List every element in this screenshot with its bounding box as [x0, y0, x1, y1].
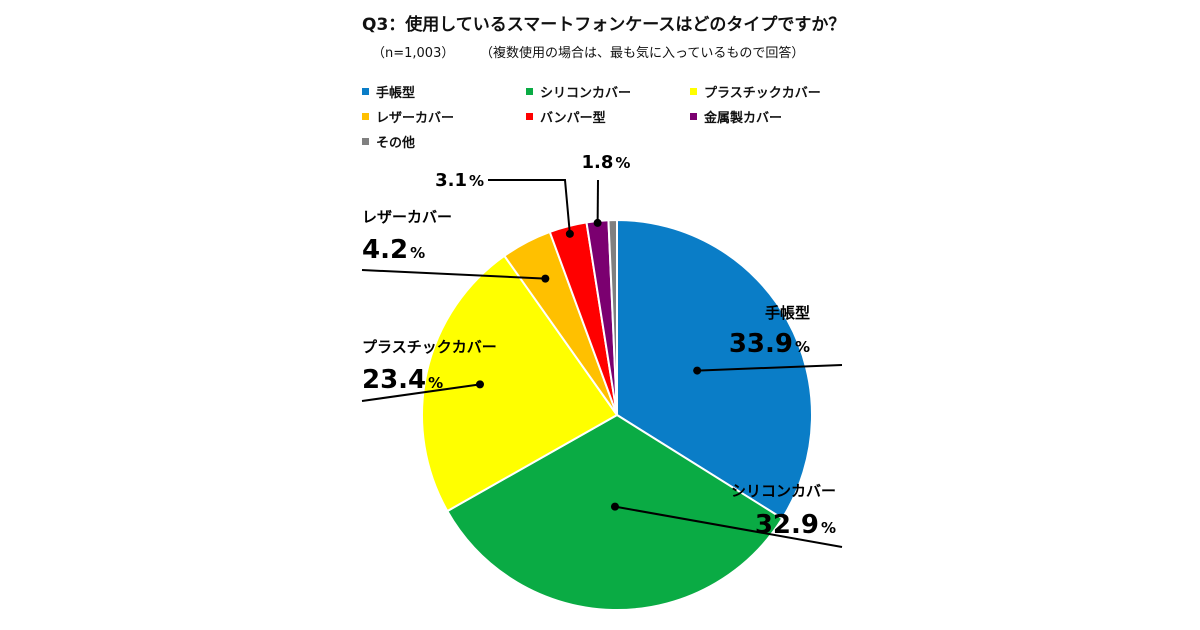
- data-label-name: 手帳型: [765, 304, 810, 322]
- legend-swatch: [526, 113, 533, 120]
- data-label-unit: %: [428, 374, 443, 392]
- data-label-unit: %: [821, 519, 836, 537]
- legend-swatch: [362, 113, 369, 120]
- leader-line-5: [488, 179, 571, 234]
- chart-title: Q3：使用しているスマートフォンケースはどのタイプですか？: [362, 15, 846, 35]
- legend-swatch: [362, 88, 369, 95]
- data-label-name: シリコンカバー: [731, 482, 836, 500]
- leader-line-1: [697, 364, 843, 372]
- legend-item: 金属製カバー: [690, 107, 782, 126]
- leader-dot-2: [610, 502, 619, 511]
- legend-item: シリコンカバー: [526, 82, 631, 101]
- leader-dot-1: [693, 366, 702, 375]
- legend-swatch: [690, 88, 697, 95]
- answer-note: （複数使用の場合は、最も気に入っているもので回答）: [480, 46, 805, 61]
- pie-slice-3: [421, 254, 619, 513]
- legend-label: プラスチックカバー: [704, 86, 821, 101]
- legend-swatch: [526, 88, 533, 95]
- data-label-unit: %: [410, 244, 425, 262]
- legend-item: プラスチックカバー: [690, 82, 821, 101]
- data-label-value: 4.2%: [362, 235, 425, 265]
- data-label-unit: %: [795, 338, 810, 356]
- data-label-unit: %: [469, 172, 484, 190]
- data-label-value: 32.9%: [755, 510, 836, 540]
- legend-label: バンパー型: [540, 111, 606, 126]
- data-label-value: 33.9%: [729, 329, 810, 359]
- data-label-name: レザーカバー: [362, 208, 452, 226]
- data-label-value: 3.1%: [435, 170, 484, 191]
- legend-label: その他: [376, 136, 416, 151]
- leader-line-2: [614, 505, 843, 548]
- legend-item: その他: [362, 132, 415, 151]
- legend-label: 金属製カバー: [704, 111, 783, 126]
- legend-item: バンパー型: [526, 107, 606, 126]
- legend-label: シリコンカバー: [540, 86, 632, 101]
- data-label-value: 1.8%: [582, 152, 631, 173]
- pie-slice-7: [607, 218, 618, 416]
- legend-label: レザーカバー: [376, 111, 455, 126]
- leader-dot-5: [565, 229, 574, 238]
- leader-dot-6: [593, 218, 602, 227]
- legend-item: 手帳型: [362, 82, 415, 101]
- legend-swatch: [690, 113, 697, 120]
- data-label-unit: %: [615, 154, 630, 172]
- leader-line-3: [361, 383, 481, 402]
- legend-label: 手帳型: [376, 86, 416, 101]
- leader-dot-3: [475, 380, 484, 389]
- legend-swatch: [362, 138, 369, 145]
- sample-size-note: （n=1,003）: [372, 46, 455, 61]
- data-label-name: プラスチックカバー: [362, 338, 497, 356]
- leader-line-4: [361, 269, 546, 280]
- legend-item: レザーカバー: [362, 107, 454, 126]
- leader-dot-4: [541, 274, 550, 283]
